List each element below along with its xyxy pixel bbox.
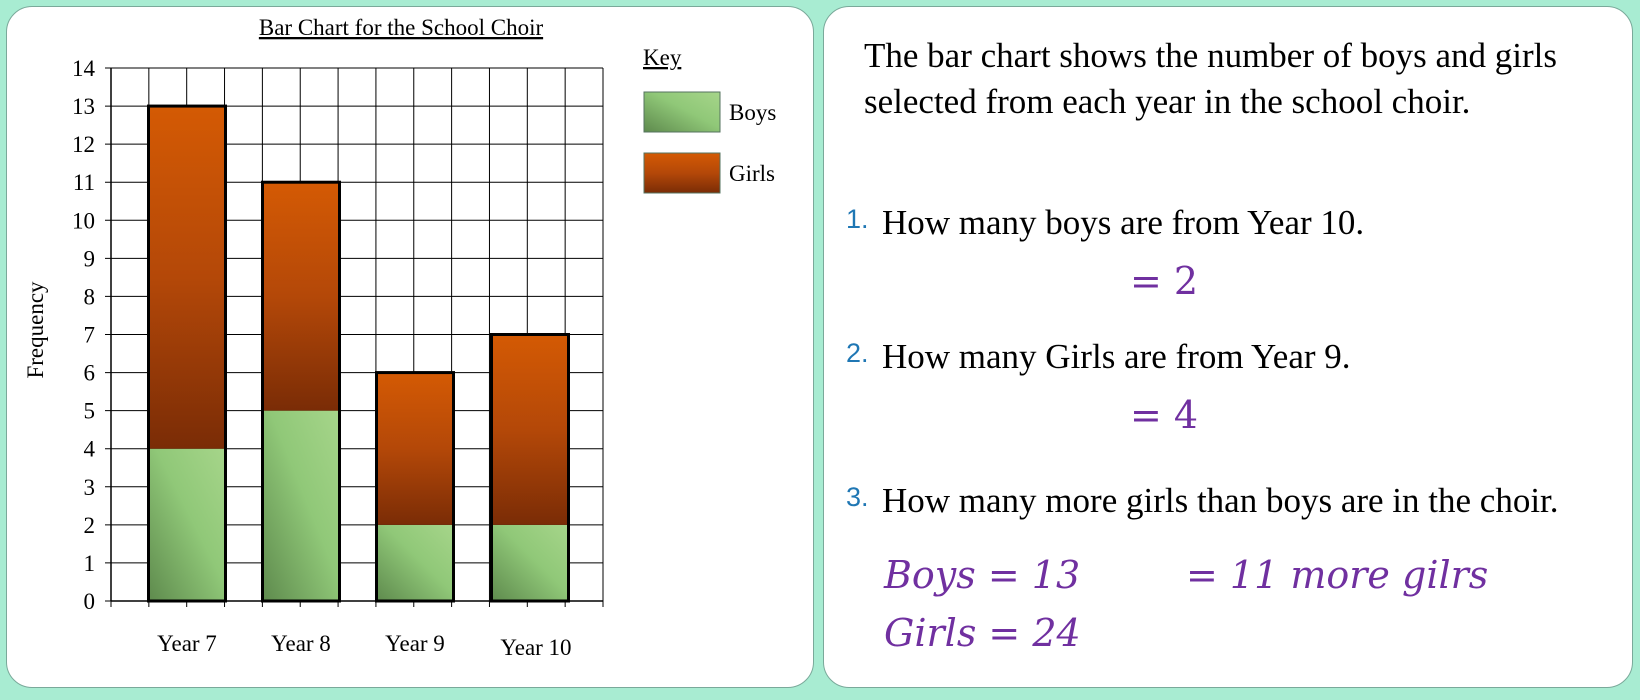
question-1: 1. How many boys are from Year 10.	[846, 203, 1364, 243]
bars	[147, 104, 570, 603]
x-tick-label: Year 8	[271, 631, 331, 656]
question-3-number: 3.	[846, 482, 869, 512]
chart-panel: Bar Chart for the School Choir Frequency…	[6, 6, 814, 688]
legend: Key Boys Girls	[643, 45, 776, 194]
x-tick-label: Year 10	[500, 635, 571, 660]
intro-text: The bar chart shows the number of boys a…	[864, 36, 1558, 121]
question-2-number: 2.	[846, 338, 869, 368]
y-axis-label: Frequency	[23, 281, 48, 379]
y-tick-label: 4	[84, 437, 96, 462]
y-tick-label: 12	[72, 132, 95, 157]
y-tick-label: 11	[73, 170, 95, 195]
bar-boys-year-7	[148, 448, 226, 601]
question-1-text: How many boys are from Year 10.	[882, 203, 1365, 242]
y-tick-label: 6	[84, 361, 96, 386]
axes	[110, 68, 603, 602]
y-tick-label: 8	[84, 284, 96, 309]
legend-swatch-girls	[643, 152, 721, 194]
bar-boys-year-9	[376, 524, 454, 601]
chart-title: Bar Chart for the School Choir	[259, 15, 544, 40]
question-3-text: How many more girls than boys are in the…	[882, 481, 1559, 520]
bar-girls-year-8	[262, 182, 340, 411]
legend-label-girls: Girls	[729, 161, 775, 186]
y-tick-label: 2	[84, 513, 96, 538]
question-panel: The bar chart shows the number of boys a…	[823, 6, 1633, 688]
bar-boys-year-8	[262, 410, 340, 601]
y-tick-label: 10	[72, 208, 95, 233]
bar-girls-year-7	[148, 106, 226, 449]
answer-difference: = 11 more gilrs	[1186, 553, 1489, 597]
question-2: 2. How many Girls are from Year 9.	[846, 337, 1351, 377]
question-3: 3. How many more girls than boys are in t…	[846, 481, 1559, 521]
bar-girls-year-9	[376, 372, 454, 525]
bar-girls-year-10	[491, 334, 569, 525]
legend-swatch-boys	[643, 91, 721, 133]
y-tick-label: 14	[72, 56, 96, 81]
bar-boys-year-10	[491, 524, 569, 601]
x-tick-label: Year 7	[157, 631, 217, 656]
y-tick-label: 9	[84, 246, 96, 271]
answer-boys-total: Boys = 13	[884, 553, 1081, 597]
answer-girls-total: Girls = 24	[884, 611, 1081, 655]
answer-1: = 2	[1130, 259, 1199, 303]
y-tick-label: 1	[84, 551, 96, 576]
y-tick-label: 0	[84, 589, 96, 614]
y-tick-label: 3	[84, 475, 96, 500]
y-tick-label: 5	[84, 399, 96, 424]
legend-label-boys: Boys	[729, 100, 776, 125]
question-2-text: How many Girls are from Year 9.	[882, 337, 1351, 376]
question-1-number: 1.	[846, 204, 869, 234]
legend-title: Key	[643, 45, 682, 70]
y-tick-label: 13	[72, 94, 95, 119]
answer-2: = 4	[1130, 393, 1199, 437]
y-tick-label: 7	[84, 323, 96, 348]
x-tick-label: Year 9	[385, 631, 445, 656]
stacked-bar-chart: Bar Chart for the School Choir Frequency…	[23, 15, 776, 660]
